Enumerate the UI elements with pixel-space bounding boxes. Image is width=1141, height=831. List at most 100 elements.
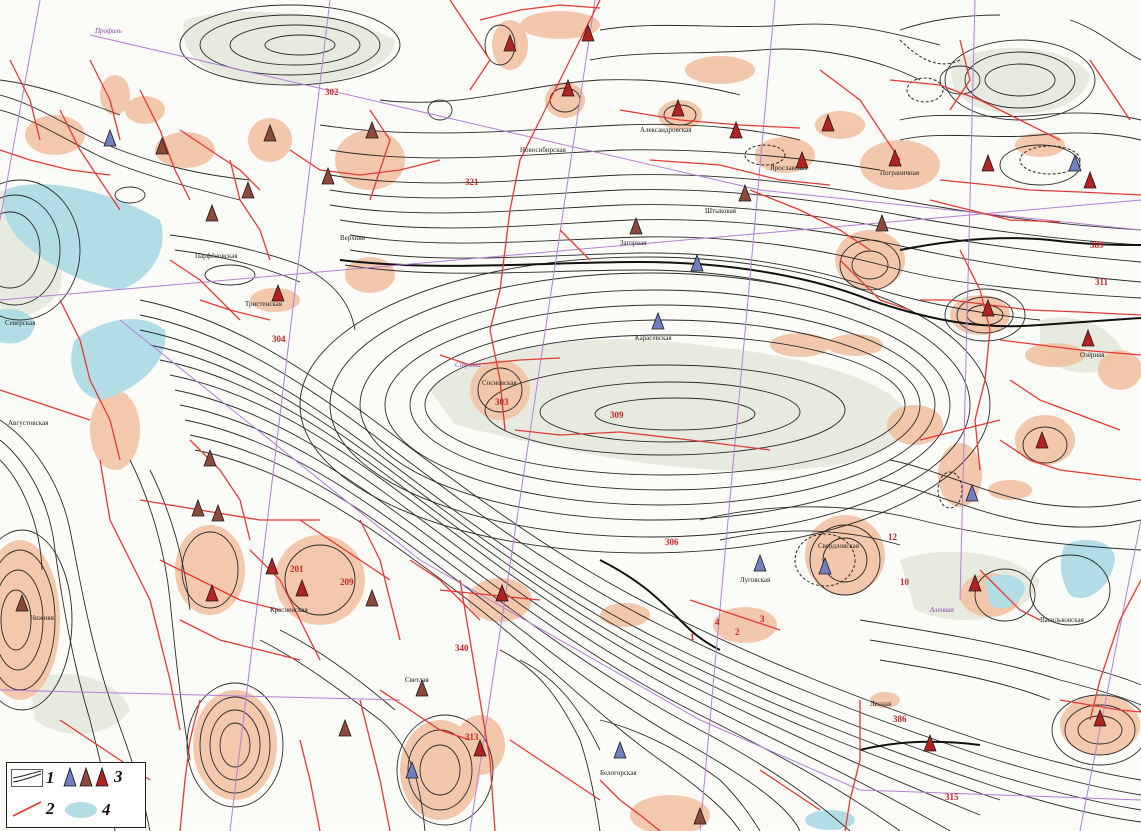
well-icon <box>1081 328 1095 347</box>
place-label: Августовская <box>8 419 49 427</box>
contour <box>484 364 846 456</box>
anomaly-areas <box>0 11 1141 831</box>
fault <box>159 559 281 611</box>
anomaly <box>100 75 130 115</box>
well-icon <box>613 740 627 759</box>
contour <box>219 722 251 768</box>
number-labels: 302 321 304 303 309 306 311 340 313 315 … <box>272 87 1109 802</box>
contour <box>229 24 361 66</box>
contour-dashed <box>794 533 856 587</box>
contour <box>956 296 1014 334</box>
anomaly <box>470 360 530 420</box>
contour <box>259 639 426 831</box>
place-label: Пограничная <box>880 169 920 177</box>
flat-area-top <box>183 11 395 86</box>
fault <box>299 519 391 581</box>
profile-line <box>89 34 1141 231</box>
fault <box>514 429 771 451</box>
anomaly <box>713 607 777 643</box>
contour <box>179 404 901 831</box>
fault <box>839 259 911 311</box>
fault <box>289 149 441 176</box>
well-icon <box>271 283 285 302</box>
legend-number: 4 <box>102 800 111 819</box>
fault <box>599 779 661 831</box>
well-icon <box>651 311 665 330</box>
well-icon <box>103 128 117 147</box>
contour <box>594 397 756 431</box>
contour <box>209 709 261 781</box>
contour <box>0 419 151 831</box>
contour-line-icon <box>11 769 43 787</box>
fault <box>9 59 41 141</box>
fault <box>819 69 901 161</box>
contour <box>519 659 601 751</box>
fault <box>59 299 121 461</box>
anomaly <box>1098 350 1141 390</box>
contour <box>974 568 1036 622</box>
contour <box>899 132 1141 141</box>
contour <box>139 299 1141 781</box>
anomaly <box>815 111 865 139</box>
fault <box>189 439 251 541</box>
legend-item-wells: 3 <box>63 767 123 787</box>
legend-item-contours: 1 <box>11 768 55 788</box>
fault <box>979 569 1041 621</box>
well-icon <box>191 498 205 517</box>
legend-item-water: 4 <box>63 800 111 820</box>
contour <box>699 506 1141 551</box>
contour <box>589 48 921 81</box>
number-label: 309 <box>610 410 624 420</box>
number-label: 386 <box>893 714 907 724</box>
contour <box>339 219 1141 283</box>
fault <box>999 339 1141 356</box>
well-icon <box>205 203 219 222</box>
well-icon <box>365 588 379 607</box>
place-label: Карасевская <box>635 334 672 342</box>
anomaly <box>630 795 710 831</box>
contour <box>599 719 761 831</box>
fault <box>479 4 601 21</box>
contour <box>0 79 121 116</box>
contour-main <box>899 237 1141 251</box>
number-label: 304 <box>272 334 286 344</box>
fault <box>359 519 401 641</box>
contour-dashed <box>906 77 944 103</box>
fault <box>749 189 871 251</box>
well-icon <box>965 483 979 502</box>
wells <box>15 23 1107 825</box>
contour <box>0 569 44 671</box>
fault <box>489 209 511 431</box>
contour <box>599 23 941 46</box>
contour <box>409 319 921 491</box>
anomaly <box>805 515 885 595</box>
profile-line <box>0 0 41 221</box>
fault <box>0 389 91 421</box>
contour <box>344 264 871 311</box>
anomaly <box>887 405 943 445</box>
fault <box>949 39 971 111</box>
contour-main <box>339 259 1141 328</box>
well-icon <box>295 578 309 597</box>
contour <box>329 189 1141 246</box>
legend-number: 3 <box>114 767 123 786</box>
contour-main <box>599 559 721 651</box>
number-label: 209 <box>340 577 354 587</box>
contour <box>319 123 801 141</box>
contour <box>427 99 453 121</box>
legend-number: 2 <box>46 799 55 818</box>
fault <box>559 229 591 261</box>
contour <box>329 272 971 538</box>
well-icon <box>15 593 29 612</box>
anomaly <box>827 334 883 356</box>
place-label: Ярославская <box>770 164 808 172</box>
fault <box>509 0 601 211</box>
fault <box>649 159 831 186</box>
contour <box>419 744 461 796</box>
profile-labels: Профиль Стрелка Аленкая <box>94 27 954 614</box>
contour <box>484 24 516 66</box>
fault <box>299 739 321 831</box>
well-icon <box>968 573 982 592</box>
legend: 1 3 2 4 <box>6 762 146 828</box>
fault <box>999 439 1141 481</box>
